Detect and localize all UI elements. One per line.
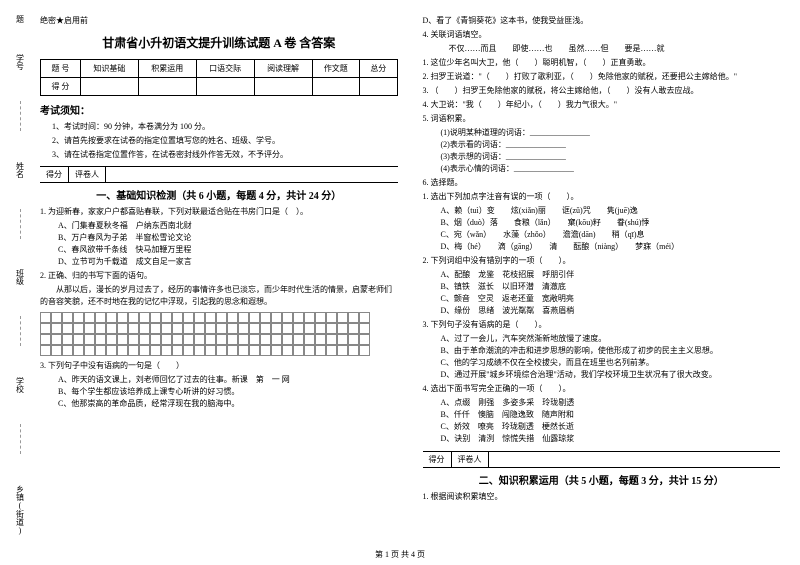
sidebar-divider <box>20 209 21 239</box>
th-5: 作文题 <box>312 60 360 78</box>
q5-2: (2)表示看的词语：_______________ <box>423 139 781 151</box>
score-label-2: 得分 <box>423 452 452 467</box>
q6-4-a: A、点缀 刚强 多姿多采 玲珑剔透 <box>423 397 781 409</box>
sidebar-divider <box>20 424 21 454</box>
q3-c: C、他那崇高的革命品质，经常浮现在我的脑海中。 <box>40 398 398 410</box>
q6-2: 2. 下列词组中没有错别字的一项（ ）。 <box>423 255 781 267</box>
s2-q1: 1. 根据阅读积累填空。 <box>423 491 781 503</box>
th-4: 阅读理解 <box>254 60 312 78</box>
q6-3: 3. 下列句子没有语病的是（ ）。 <box>423 319 781 331</box>
section1-title: 一、基础知识检测（共 6 小题，每题 4 分，共计 24 分） <box>40 187 398 202</box>
sidebar-divider <box>20 101 21 131</box>
q6-2-c: C、颤音 空灵 返老还童 宽敞明亮 <box>423 293 781 305</box>
sidebar-label-3: 学校 <box>15 377 26 393</box>
q6-2-b: B、镇铁 滋长 以旧环潜 清澈底 <box>423 281 781 293</box>
q3-d: D、看了《青铜葵花》这本书，使我受益匪浅。 <box>423 15 781 27</box>
q4-3: 3. （ ）扫罗王免除他家的赋税，将公主嫁给他，（ ）没有人敢去应战。 <box>423 85 781 97</box>
q5: 5. 词语积累。 <box>423 113 781 125</box>
q6-4-c: C、娇效 嘹亮 玲珑剔透 梗然长逝 <box>423 421 781 433</box>
reviewer-label-2: 评卷人 <box>452 452 489 467</box>
sidebar-divider <box>20 316 21 346</box>
notice-title: 考试须知： <box>40 102 398 117</box>
q1: 1. 为迎新春，家家户户都喜贴春联，下列对联最适合贴在书房门口是（ ）。 <box>40 206 398 218</box>
score-bar-2: 得分 评卷人 <box>423 451 781 468</box>
score-label: 得分 <box>40 167 69 182</box>
q6: 6. 选择题。 <box>423 177 781 189</box>
q1-b: B、万户春风为子弟 半窗松雪论文论 <box>40 232 398 244</box>
q2-text: 从那以后，漫长的岁月过去了，经历的事情许多也已淡忘，而少年时代生活的情景，启蒙老… <box>40 284 398 308</box>
q6-1-c: C、宛（wǎn） 水藻（zhǒo） 澹澹(dān) 稍（qī)息 <box>423 229 781 241</box>
notice-2: 2、请首先按要求在试卷的指定位置填写您的姓名、班级、学号。 <box>40 135 398 146</box>
q4: 4. 关联词语填空。 <box>423 29 781 41</box>
q6-1-b: B、烟（duò）落 食粮（lǎn） 窠(kōu)籽 眷(shú)悸 <box>423 217 781 229</box>
q2: 2. 正确、归的书写下面的语句。 <box>40 270 398 282</box>
q4-words: 不仅……而且 即使……也 虽然……但 要是……就 <box>423 43 781 55</box>
q6-3-a: A、过了一会儿，汽车突然渐新地放慢了速度。 <box>423 333 781 345</box>
reviewer-label: 评卷人 <box>69 167 106 182</box>
sidebar-label-2: 班级 <box>15 269 26 285</box>
th-0: 题 号 <box>41 60 81 78</box>
q6-2-a: A、配酿 龙鉴 花枝招展 呼朋引伴 <box>423 269 781 281</box>
notice-1: 1、考试时间：90 分钟，本卷满分为 100 分。 <box>40 121 398 132</box>
sidebar-top: 题 <box>15 15 26 23</box>
left-column: 绝密★启用前 甘肃省小升初语文提升训练试题 A 卷 含答案 题 号 知识基础 积… <box>40 15 398 545</box>
q6-4-d: D、诀别 清洌 惊慌失措 仙露琼浆 <box>423 433 781 445</box>
q3-a: A、昨天的语文课上，刘老师回忆了过去的往事。新课 第 一 网 <box>40 374 398 386</box>
th-6: 总分 <box>360 60 397 78</box>
q6-1: 1. 选出下列加点字注音有误的一项（ ）。 <box>423 191 781 203</box>
q5-3: (3)表示想的词语：_______________ <box>423 151 781 163</box>
q6-2-d: D、缘份 思绪 波光粼粼 喜燕眉梢 <box>423 305 781 317</box>
sidebar-label-1: 姓名 <box>15 162 26 178</box>
q6-1-a: A、赖（tuì）变 炫(xiǎn)丽 诓(zǔ)咒 隽(juē)逸 <box>423 205 781 217</box>
page-footer: 第 1 页 共 4 页 <box>0 549 800 560</box>
q3: 3. 下列句子中没有语病的一句是（ ） <box>40 360 398 372</box>
binding-sidebar: 题 学号 姓名 班级 学校 乡镇(街道) <box>5 15 35 535</box>
score-table: 题 号 知识基础 积累运用 口语交际 阅读理解 作文题 总分 得 分 <box>40 59 398 96</box>
q6-1-d: D、梅（hé） 滴（gāng） 清 酝酿（niàng） 梦寐（méi） <box>423 241 781 253</box>
th-2: 积累运用 <box>138 60 196 78</box>
q4-4: 4. 大卫说："我（ ）年纪小，（ ）我力气很大。" <box>423 99 781 111</box>
score-bar-1: 得分 评卷人 <box>40 166 398 183</box>
sidebar-label-4: 乡镇(街道) <box>15 485 26 535</box>
section2-title: 二、知识积累运用（共 5 小题，每题 3 分，共计 15 分） <box>423 472 781 487</box>
exam-title: 甘肃省小升初语文提升训练试题 A 卷 含答案 <box>40 34 398 51</box>
q6-4-b: B、仟仟 懊脑 闯隐逸致 随声附和 <box>423 409 781 421</box>
q6-3-c: C、他的学习成绩不仅在全校拔尖，而且在班里也名列前茅。 <box>423 357 781 369</box>
q5-4: (4)表示心情的词语：_______________ <box>423 163 781 175</box>
sidebar-label-0: 学号 <box>15 54 26 70</box>
th-3: 口语交际 <box>196 60 254 78</box>
q4-1: 1. 这位少年名叫大卫，他（ ）聪明机智，（ ）正直勇敢。 <box>423 57 781 69</box>
q3-b: B、每个学生都应该培养成上课专心听讲的好习惯。 <box>40 386 398 398</box>
q5-1: (1)说明某种道理的词语：_______________ <box>423 127 781 139</box>
writing-grid <box>40 312 398 356</box>
q1-a: A、门集春夏秋冬福 户纳东西南北财 <box>40 220 398 232</box>
row2-label: 得 分 <box>41 78 81 96</box>
q4-2: 2. 扫罗王说道："（ ）打败了歌利亚，（ ）免除他家的赋税，还要把公主嫁给他。… <box>423 71 781 83</box>
q6-3-d: D、通过开展"城乡环境综合治理"活动，我们学校环境卫生状况有了很大改变。 <box>423 369 781 381</box>
right-column: D、看了《青铜葵花》这本书，使我受益匪浅。 4. 关联词语填空。 不仅……而且 … <box>423 15 781 545</box>
q6-4: 4. 选出下面书写完全正确的一项（ ）。 <box>423 383 781 395</box>
th-1: 知识基础 <box>80 60 138 78</box>
q6-3-b: B、由于革命潮流的冲击和进步思想的影响，使他形成了初步的民主主义思想。 <box>423 345 781 357</box>
page-content: 绝密★启用前 甘肃省小升初语文提升训练试题 A 卷 含答案 题 号 知识基础 积… <box>0 0 800 545</box>
notice-3: 3、请在试卷指定位置作答，在试卷密封线外作答无效，不予评分。 <box>40 149 398 160</box>
q1-c: C、春风欲带千条线 快马加鞭万里程 <box>40 244 398 256</box>
q1-d: D、立节可为千载道 成文自足一家言 <box>40 256 398 268</box>
secret-marker: 绝密★启用前 <box>40 15 398 26</box>
